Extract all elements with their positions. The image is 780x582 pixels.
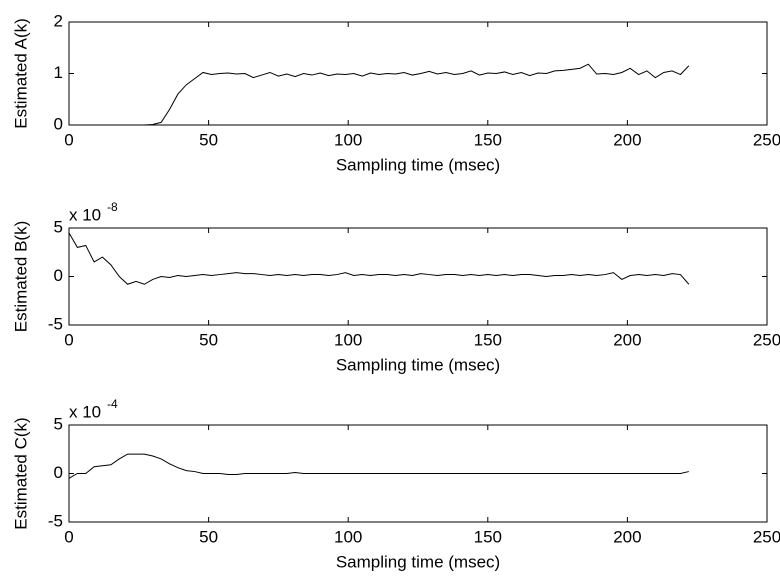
data-line xyxy=(68,232,690,285)
subplot: 0 50 100 150 200 250 0 1 2 Sampling time (msec) Es… xyxy=(11,11,780,174)
x-axis-label: Sampling time (msec) xyxy=(336,355,500,374)
y-tick-label: 0 xyxy=(54,114,63,133)
x-tick-label: 100 xyxy=(334,527,362,546)
data-line xyxy=(69,63,690,126)
scale-base: x 10 xyxy=(69,205,101,224)
y-tick-label: 0 xyxy=(54,463,63,482)
x-tick-label: 150 xyxy=(474,330,502,349)
y-tick-label: 1 xyxy=(54,63,63,82)
y-tick-label: -5 xyxy=(48,314,63,333)
y-axis-label: Estimated B(k) xyxy=(11,221,30,332)
x-axis-label: Sampling time (msec) xyxy=(336,155,500,174)
x-axis-label: Sampling time (msec) xyxy=(336,552,500,571)
scale-base: x 10 xyxy=(69,402,101,421)
y-tick-label: 2 xyxy=(54,11,63,30)
x-tick-label: 250 xyxy=(753,130,780,149)
x-tick-label: 150 xyxy=(474,527,502,546)
x-tick-label: 250 xyxy=(753,527,780,546)
data-line xyxy=(68,453,689,479)
x-tick-label: 50 xyxy=(199,527,218,546)
x-tick-label: 200 xyxy=(613,527,641,546)
x-tick-label: 250 xyxy=(753,330,780,349)
x-tick-label: 0 xyxy=(64,130,73,149)
x-tick-label: 0 xyxy=(64,330,73,349)
y-axis-label: Estimated A(k) xyxy=(11,18,30,129)
y-tick-label: -5 xyxy=(48,511,63,530)
x-tick-label: 100 xyxy=(334,330,362,349)
scale-exponent: -8 xyxy=(107,200,118,214)
x-tick-label: 50 xyxy=(199,130,218,149)
x-tick-label: 50 xyxy=(199,330,218,349)
x-tick-label: 0 xyxy=(64,527,73,546)
x-tick-label: 150 xyxy=(474,130,502,149)
scale-exponent: -4 xyxy=(107,397,118,411)
x-tick-label: 100 xyxy=(334,130,362,149)
y-tick-label: 0 xyxy=(54,266,63,285)
x-tick-label: 200 xyxy=(613,330,641,349)
x-tick-label: 200 xyxy=(613,130,641,149)
y-axis-label: Estimated C(k) xyxy=(11,417,30,529)
y-tick-label: 5 xyxy=(54,414,63,433)
y-tick-label: 5 xyxy=(54,217,63,236)
